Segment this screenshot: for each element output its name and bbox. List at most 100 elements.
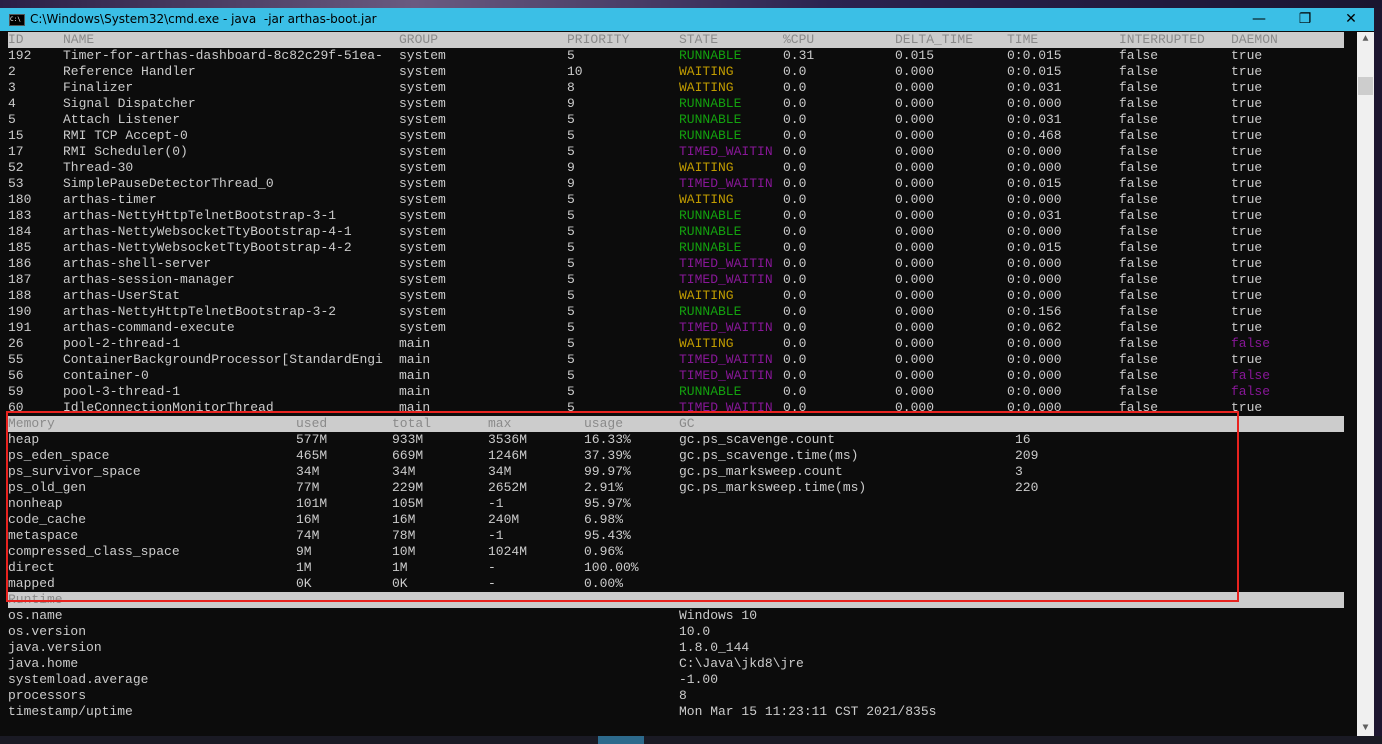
memory-memory-name: nonheap bbox=[8, 496, 63, 511]
runtime-key: java.version bbox=[8, 640, 102, 655]
memory-max: -1 bbox=[488, 528, 504, 543]
thread-id: 185 bbox=[8, 240, 32, 255]
thread-row: 53 SimplePauseDetectorThread_0 system 9 TIME… bbox=[8, 176, 1344, 192]
thread-daemon: true bbox=[1231, 160, 1263, 175]
thread-row: 186 arthas-shell-server system 5 TIMED_WAITI… bbox=[8, 256, 1344, 272]
thread-group: system bbox=[399, 288, 446, 303]
thread-name: arthas-UserStat bbox=[63, 288, 181, 303]
thread-state: TIMED_WAITIN bbox=[679, 368, 773, 383]
thread-id: 192 bbox=[8, 48, 32, 63]
thread-priority: 5 bbox=[567, 384, 575, 399]
thread-id: 191 bbox=[8, 320, 32, 335]
close-button[interactable]: ✕ bbox=[1345, 11, 1357, 27]
thread-daemon: true bbox=[1231, 256, 1263, 271]
thread-row: 26 pool-2-thread-1 main 5 WAITING 0.0 0.000 0:0… bbox=[8, 336, 1344, 352]
thread-daemon: false bbox=[1231, 384, 1271, 399]
thread-interrupted: false bbox=[1119, 208, 1159, 223]
thread-name: Thread-30 bbox=[63, 160, 134, 175]
memory-usage: 2.91% bbox=[584, 480, 624, 495]
memory-total: 10M bbox=[392, 544, 416, 559]
runtime-row: java.home C:\Java\jkd8\jre bbox=[8, 656, 1344, 672]
memory-row: nonheap 101M 105M -1 95.97% bbox=[8, 496, 1344, 512]
scroll-down-arrow-icon[interactable]: ▼ bbox=[1362, 723, 1369, 734]
memory-usage: 6.98% bbox=[584, 512, 624, 527]
thread-interrupted: false bbox=[1119, 80, 1159, 95]
runtime-key: os.version bbox=[8, 624, 87, 639]
thread-delta-time: 0.000 bbox=[895, 176, 935, 191]
thread-delta-time: 0.000 bbox=[895, 336, 935, 351]
cmd-window: C:\ C:\Windows\System32\cmd.exe - java -… bbox=[0, 8, 1374, 736]
thread-priority: 5 bbox=[567, 320, 575, 335]
thread-priority: 9 bbox=[567, 176, 575, 191]
thread-row: 5 Attach Listener system 5 RUNNABLE 0.0 0.000 0… bbox=[8, 112, 1344, 128]
thread-delta-time: 0.000 bbox=[895, 128, 935, 143]
thread-row: 4 Signal Dispatcher system 9 RUNNABLE 0.0 0.00… bbox=[8, 96, 1344, 112]
cmd-app-icon[interactable]: C:\ bbox=[9, 14, 25, 26]
thread-state: WAITING bbox=[679, 80, 734, 95]
vertical-scrollbar[interactable]: ▲ ▼ bbox=[1357, 32, 1374, 736]
thread-state: WAITING bbox=[679, 64, 734, 79]
memory-used: 74M bbox=[296, 528, 320, 543]
thread-delta-time: 0.000 bbox=[895, 400, 935, 415]
memory-memory-name: ps_survivor_space bbox=[8, 464, 141, 479]
thread-delta-time: 0.000 bbox=[895, 224, 935, 239]
thread-interrupted: false bbox=[1119, 48, 1159, 63]
memory-total: 78M bbox=[392, 528, 416, 543]
header-max: max bbox=[488, 416, 512, 431]
thread-priority: 5 bbox=[567, 352, 575, 367]
thread-name: RMI Scheduler(0) bbox=[63, 144, 188, 159]
thread-id: 53 bbox=[8, 176, 24, 191]
thread-group: main bbox=[399, 368, 431, 383]
scroll-up-arrow-icon[interactable]: ▲ bbox=[1362, 34, 1369, 45]
thread-row: 187 arthas-session-manager system 5 TIMED_WA… bbox=[8, 272, 1344, 288]
thread-daemon: true bbox=[1231, 320, 1263, 335]
memory-usage: 95.97% bbox=[584, 496, 631, 511]
title-bar[interactable]: C:\ C:\Windows\System32\cmd.exe - java -… bbox=[0, 8, 1374, 31]
gc-metric-value: 220 bbox=[1015, 480, 1039, 495]
thread-group: system bbox=[399, 80, 446, 95]
thread-id: 55 bbox=[8, 352, 24, 367]
taskbar-item[interactable] bbox=[598, 736, 644, 744]
thread-daemon: true bbox=[1231, 176, 1263, 191]
runtime-header: Runtime bbox=[8, 592, 1344, 608]
thread-state: TIMED_WAITIN bbox=[679, 144, 773, 159]
thread-time: 0:0.015 bbox=[1007, 48, 1062, 63]
thread-interrupted: false bbox=[1119, 368, 1159, 383]
thread-daemon: true bbox=[1231, 224, 1263, 239]
memory-max: 3536M bbox=[488, 432, 528, 447]
thread-cpu: 0.0 bbox=[783, 176, 807, 191]
console-output[interactable]: ID NAME GROUP PRIORITY STATE %CPU DELTA_TIME TI… bbox=[8, 32, 1356, 736]
thread-interrupted: false bbox=[1119, 288, 1159, 303]
thread-group: system bbox=[399, 192, 446, 207]
thread-interrupted: false bbox=[1119, 144, 1159, 159]
thread-group: system bbox=[399, 208, 446, 223]
thread-priority: 5 bbox=[567, 400, 575, 415]
runtime-value: Windows 10 bbox=[679, 608, 758, 623]
thread-id: 184 bbox=[8, 224, 32, 239]
thread-name: SimplePauseDetectorThread_0 bbox=[63, 176, 274, 191]
thread-id: 60 bbox=[8, 400, 24, 415]
memory-total: 1M bbox=[392, 560, 408, 575]
minimize-button[interactable]: — bbox=[1252, 11, 1266, 27]
memory-row: ps_old_gen 77M 229M 2652M 2.91% gc.ps_markswe… bbox=[8, 480, 1344, 496]
thread-interrupted: false bbox=[1119, 272, 1159, 287]
thread-row: 15 RMI TCP Accept-0 system 5 RUNNABLE 0.0 0.00… bbox=[8, 128, 1344, 144]
thread-priority: 5 bbox=[567, 48, 575, 63]
memory-row: mapped 0K 0K - 0.00% bbox=[8, 576, 1344, 592]
memory-usage: 37.39% bbox=[584, 448, 631, 463]
thread-cpu: 0.0 bbox=[783, 304, 807, 319]
thread-time: 0:0.000 bbox=[1007, 160, 1062, 175]
memory-total: 669M bbox=[392, 448, 424, 463]
maximize-button[interactable]: ❐ bbox=[1298, 11, 1312, 27]
thread-priority: 10 bbox=[567, 64, 583, 79]
memory-used: 0K bbox=[296, 576, 312, 591]
runtime-row: systemload.average -1.00 bbox=[8, 672, 1344, 688]
thread-priority: 8 bbox=[567, 80, 575, 95]
scrollbar-thumb[interactable] bbox=[1358, 77, 1373, 95]
thread-time: 0:0.000 bbox=[1007, 192, 1062, 207]
thread-time: 0:0.015 bbox=[1007, 64, 1062, 79]
gc-metric-value: 16 bbox=[1015, 432, 1031, 447]
thread-id: 59 bbox=[8, 384, 24, 399]
thread-time: 0:0.031 bbox=[1007, 112, 1062, 127]
runtime-row: java.version 1.8.0_144 bbox=[8, 640, 1344, 656]
